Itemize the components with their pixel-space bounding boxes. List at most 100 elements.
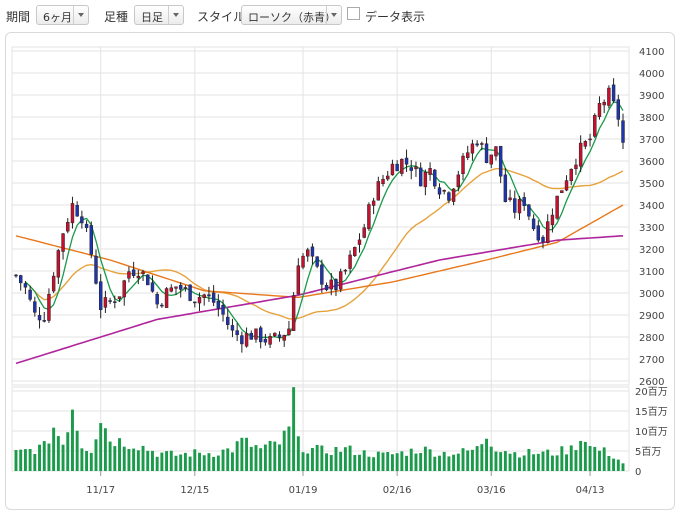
candle-body xyxy=(47,293,51,321)
volume-bar xyxy=(329,455,333,471)
candle-body xyxy=(174,286,178,289)
volume-bar xyxy=(612,458,616,471)
period-label: 期間 xyxy=(6,10,31,24)
volume-bar xyxy=(428,449,432,471)
chevron-down-icon xyxy=(326,6,341,24)
candle-body xyxy=(61,233,65,252)
volume-bar xyxy=(343,447,347,471)
candle-body xyxy=(320,264,324,285)
candle-body xyxy=(136,275,141,279)
volume-bar xyxy=(419,453,423,471)
volume-bar xyxy=(621,463,625,471)
price-tick-label: 3400 xyxy=(639,201,664,212)
volume-bar xyxy=(588,446,592,471)
volume-tick-label: 0 xyxy=(635,467,641,478)
volume-bar xyxy=(405,455,409,471)
interval-select[interactable]: 日足 xyxy=(134,5,184,25)
data-toggle-checkbox[interactable] xyxy=(347,7,360,20)
volume-bar xyxy=(28,449,32,471)
volume-bar xyxy=(310,448,314,471)
candle-body xyxy=(103,297,108,308)
volume-bar xyxy=(593,446,597,471)
data-toggle-label[interactable]: データ表示 xyxy=(365,10,426,24)
volume-bar xyxy=(325,453,329,471)
volume-bar xyxy=(136,450,140,471)
volume-bar xyxy=(198,452,201,471)
volume-bar xyxy=(235,441,239,471)
volume-bar xyxy=(306,453,310,471)
volume-bar xyxy=(400,451,404,471)
volume-bar xyxy=(75,430,79,471)
candle-body xyxy=(18,275,23,284)
price-tick-label: 2800 xyxy=(639,333,664,344)
volume-bar xyxy=(358,454,361,471)
volume-bar xyxy=(489,446,493,471)
volume-bar xyxy=(268,440,272,471)
interval-label: 足種 xyxy=(104,10,129,24)
volume-bar xyxy=(132,448,136,471)
candle-body xyxy=(338,271,343,290)
date-tick-label: 01/19 xyxy=(289,485,318,496)
candle-body xyxy=(414,166,418,170)
style-label: スタイル xyxy=(197,10,246,24)
candle-body xyxy=(216,300,221,309)
volume-bar xyxy=(108,441,112,471)
volume-bar xyxy=(546,449,550,471)
volume-bar xyxy=(193,449,197,471)
volume-bar xyxy=(118,438,121,471)
volume-bar xyxy=(409,448,413,471)
candle-body xyxy=(33,301,37,313)
volume-bar xyxy=(442,451,446,471)
volume-bar xyxy=(80,448,84,471)
candle-body xyxy=(160,304,164,307)
candle-body xyxy=(550,214,555,226)
volume-bar xyxy=(221,449,225,471)
candle-body xyxy=(447,192,451,201)
candle-body xyxy=(258,327,263,343)
candle-body xyxy=(353,247,357,256)
candle-body xyxy=(607,87,611,106)
volume-bar xyxy=(438,455,441,471)
volume-bar xyxy=(160,452,164,471)
candle-body xyxy=(301,255,305,268)
candle-body xyxy=(28,289,32,300)
volume-bar xyxy=(94,439,98,471)
price-tick-label: 3900 xyxy=(639,91,664,102)
volume-bar xyxy=(230,452,234,471)
candle-body xyxy=(470,143,475,154)
period-select[interactable]: 6ヶ月 xyxy=(36,5,89,25)
volume-bar xyxy=(113,446,117,471)
volume-bar xyxy=(263,444,267,471)
candle-body xyxy=(207,294,211,297)
volume-bar xyxy=(71,409,74,471)
candle-body xyxy=(428,168,432,175)
candlesticks xyxy=(14,78,625,353)
style-select[interactable]: ローソク（赤青） xyxy=(241,5,342,25)
volume-tick-label: 10百万 xyxy=(635,426,668,438)
axis-labels: 2600 2700 2800 2900 3000 3100 3200 3300 3400 3500… xyxy=(86,47,667,496)
candle-body xyxy=(409,167,413,171)
volume-bar xyxy=(226,448,230,471)
candle-body xyxy=(42,320,46,322)
candle-body xyxy=(343,269,348,272)
volume-bar xyxy=(146,450,150,471)
date-tick-label: 11/17 xyxy=(86,485,115,496)
candle-body xyxy=(169,287,173,292)
candle-body xyxy=(117,296,122,300)
volume-bar xyxy=(527,448,531,471)
volume-bar xyxy=(348,445,352,471)
candle-body xyxy=(588,138,592,141)
candle-body xyxy=(522,197,526,206)
candle-body xyxy=(37,315,42,321)
volume-bar xyxy=(376,451,380,471)
volume-bar xyxy=(423,446,427,471)
candle-body xyxy=(555,195,559,219)
candle-body xyxy=(461,155,465,175)
candle-body xyxy=(451,188,456,202)
volume-bar xyxy=(165,451,169,471)
chart-toolbar: 期間 6ヶ月 足種 日足 スタイル ローソク（赤青） データ表示 xyxy=(0,0,680,32)
volume-bar xyxy=(616,459,620,471)
candle-body xyxy=(75,204,79,217)
volume-bar xyxy=(386,452,390,471)
volume-bar xyxy=(466,450,470,471)
